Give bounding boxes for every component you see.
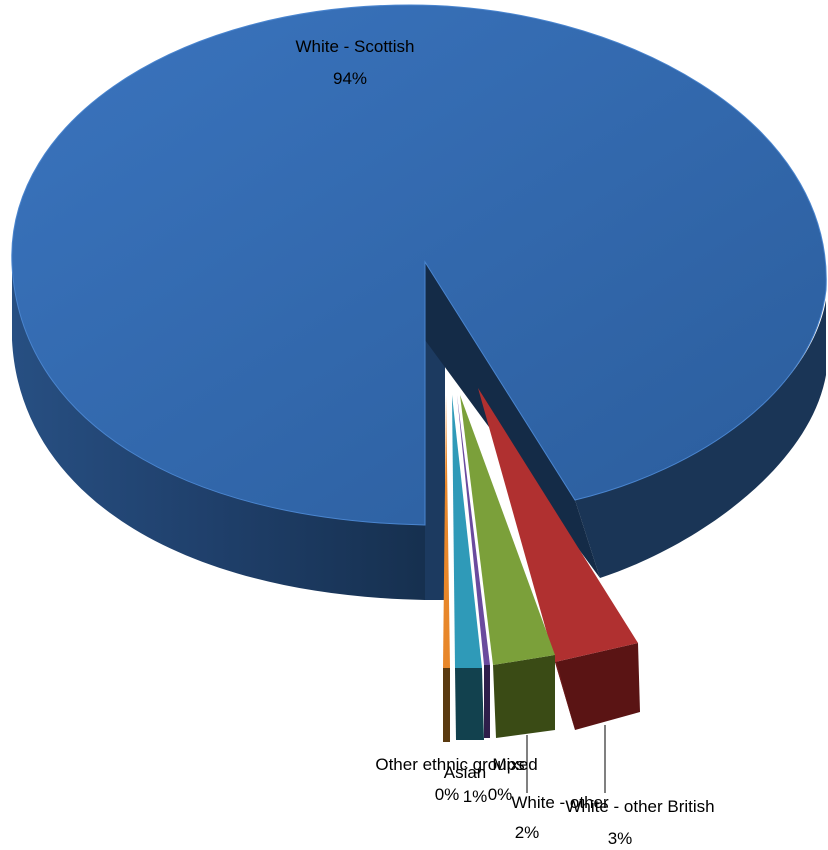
slice-white-scottish xyxy=(11,4,827,600)
slice-white-other-british xyxy=(478,388,640,730)
label-white-scottish-name: White - Scottish xyxy=(295,37,414,56)
label-other-ethnic-groups-name: Other ethnic groups xyxy=(375,755,524,774)
slice-other-ethnic-groups-side xyxy=(443,668,450,742)
slice-white-other-top xyxy=(460,395,555,665)
slice-labels: White - Scottish 94% Other ethnic groups… xyxy=(295,37,714,848)
slice-white-scottish-side-right xyxy=(575,300,826,578)
slice-white-scottish-top xyxy=(11,4,827,526)
slice-mixed-side xyxy=(484,665,490,738)
slice-white-scottish-cut-right xyxy=(425,262,600,578)
label-white-other-name: White - other xyxy=(511,793,609,812)
slice-other-ethnic-groups xyxy=(443,395,450,742)
label-mixed-percent: 0% xyxy=(488,785,513,804)
label-white-other-british-name: White - other British xyxy=(565,797,714,816)
slice-white-other-side xyxy=(493,655,555,738)
slice-asian xyxy=(452,395,484,740)
slice-asian-side xyxy=(455,668,484,740)
slice-white-other xyxy=(460,395,555,738)
slice-white-scottish-side xyxy=(12,265,425,600)
slice-white-other-british-top xyxy=(478,388,638,662)
label-white-other-percent: 2% xyxy=(515,823,540,842)
label-white-other-british-percent: 3% xyxy=(608,829,633,848)
leader-lines xyxy=(526,725,606,793)
label-asian-percent: 1% xyxy=(463,787,488,806)
slice-other-ethnic-groups-top xyxy=(443,395,450,668)
slice-mixed-top xyxy=(457,395,490,665)
slice-asian-top xyxy=(452,395,482,668)
label-white-scottish-percent: 94% xyxy=(333,69,367,88)
label-other-ethnic-groups-percent: 0% xyxy=(435,785,460,804)
slice-white-other-british-side xyxy=(555,643,640,730)
label-asian-name: Asian xyxy=(444,763,487,782)
slice-mixed xyxy=(457,395,490,738)
label-mixed-name: Mixed xyxy=(492,755,537,774)
